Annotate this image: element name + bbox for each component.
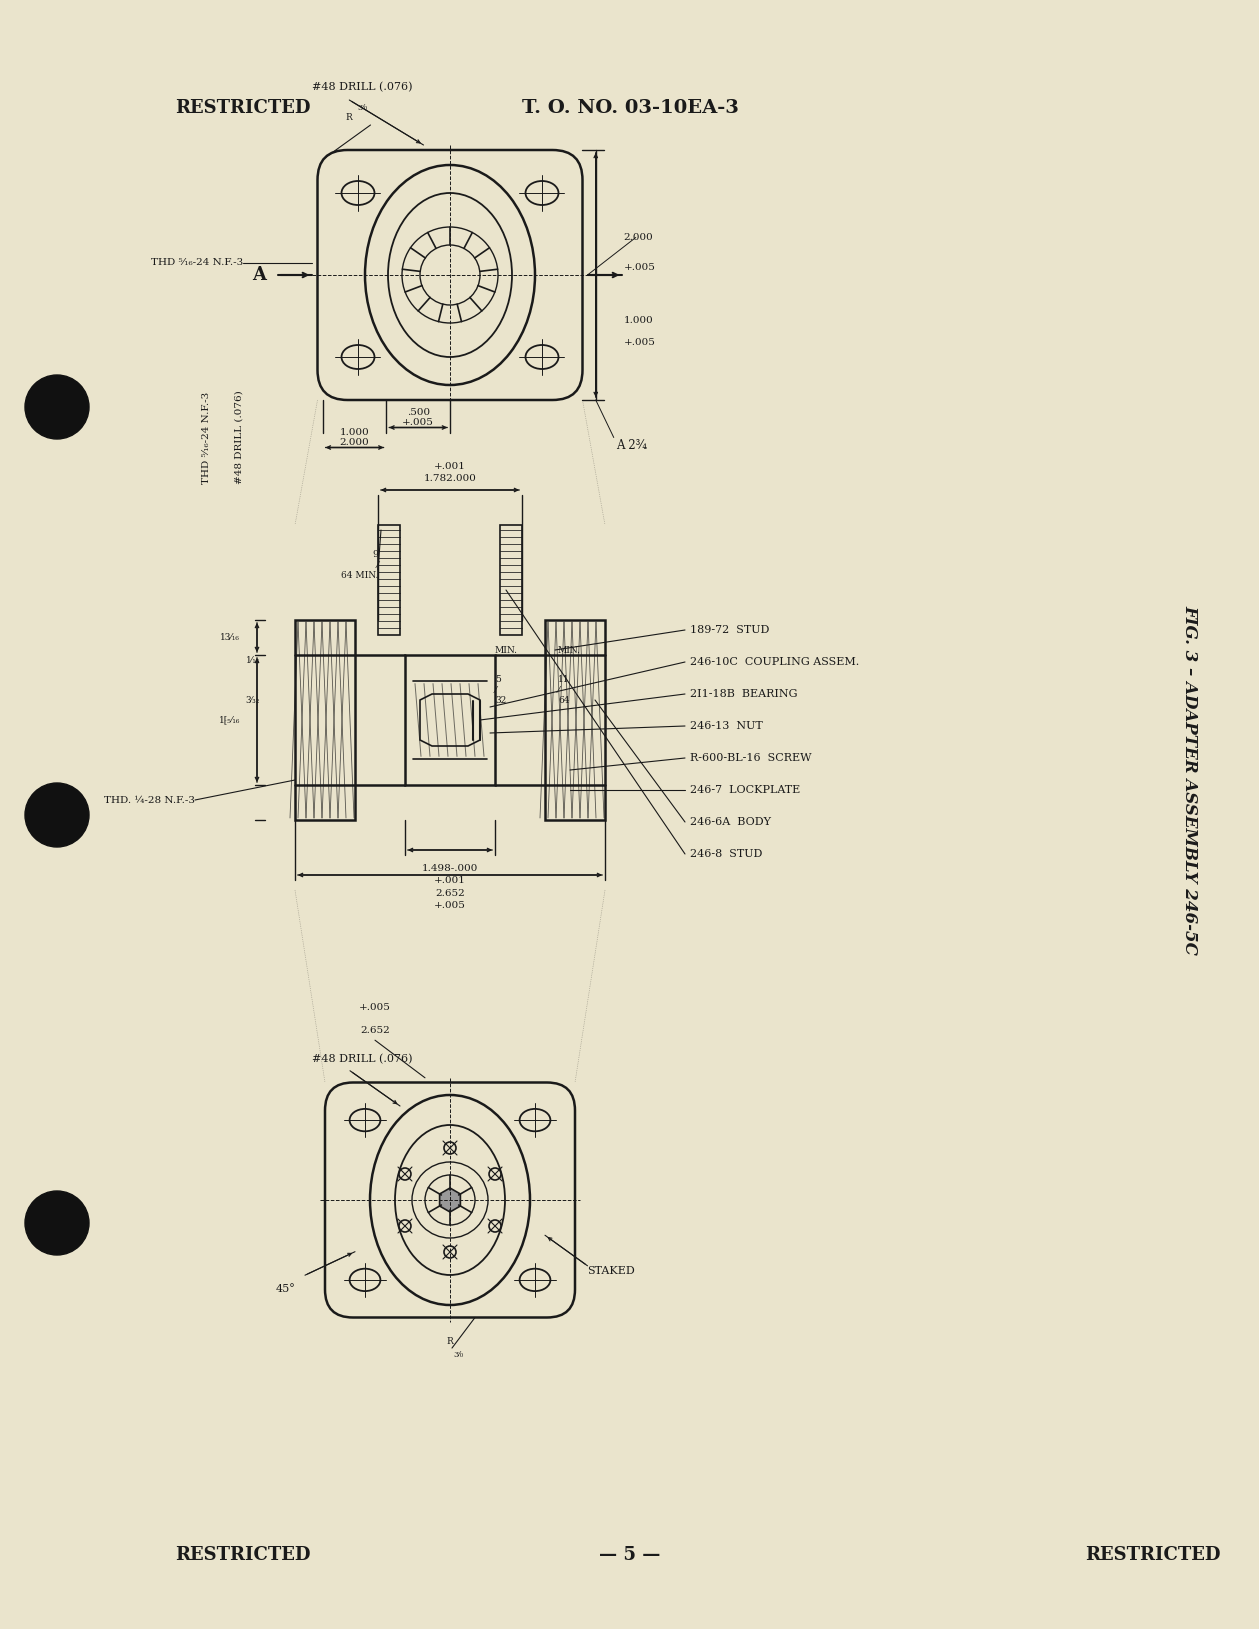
Text: STAKED: STAKED — [588, 1266, 636, 1276]
Text: 189-72  STUD: 189-72 STUD — [690, 626, 769, 635]
Text: #48 DRILL (.076): #48 DRILL (.076) — [312, 83, 413, 93]
Text: R: R — [447, 1336, 453, 1346]
Text: R: R — [346, 112, 353, 122]
Bar — [500, 525, 522, 635]
Text: A 2¾: A 2¾ — [616, 438, 647, 451]
Text: #48 DRILL (.076): #48 DRILL (.076) — [234, 391, 243, 484]
Text: 3⁄₃₂: 3⁄₃₂ — [246, 696, 261, 704]
Text: 246-10C  COUPLING ASSEM.: 246-10C COUPLING ASSEM. — [690, 656, 859, 666]
Polygon shape — [439, 1188, 461, 1212]
Text: +.005: +.005 — [623, 262, 656, 272]
Text: 2.652: 2.652 — [436, 888, 465, 898]
Text: 3⁄₀: 3⁄₀ — [453, 1350, 463, 1359]
Text: 1.498-.000: 1.498-.000 — [422, 863, 478, 873]
Text: 246-13  NUT: 246-13 NUT — [690, 722, 763, 731]
Text: R-600-BL-16  SCREW: R-600-BL-16 SCREW — [690, 753, 812, 762]
Text: 1.000
2.000: 1.000 2.000 — [340, 428, 369, 448]
Text: 1.782.000: 1.782.000 — [423, 474, 476, 482]
Text: +.005: +.005 — [623, 337, 656, 347]
Bar — [405, 655, 495, 785]
Text: 13⁄₁₆: 13⁄₁₆ — [220, 634, 240, 642]
Text: 2.652: 2.652 — [360, 1026, 390, 1036]
Text: 1.000: 1.000 — [623, 316, 653, 324]
Text: 9
⁄
64 MIN.: 9 ⁄ 64 MIN. — [341, 551, 378, 580]
Text: 1⁅₅⁄₁₆: 1⁅₅⁄₁₆ — [219, 715, 240, 725]
Text: T. O. NO. 03-10EA-3: T. O. NO. 03-10EA-3 — [521, 99, 739, 117]
Text: 2.000: 2.000 — [623, 233, 653, 243]
Text: — 5 —: — 5 — — [599, 1546, 661, 1564]
Text: RESTRICTED: RESTRICTED — [175, 99, 311, 117]
Text: FIG. 3 – ADAPTER ASSEMBLY 246-5C: FIG. 3 – ADAPTER ASSEMBLY 246-5C — [1181, 604, 1199, 955]
Bar — [295, 621, 355, 819]
Text: RESTRICTED: RESTRICTED — [175, 1546, 311, 1564]
Text: RESTRICTED: RESTRICTED — [1085, 1546, 1220, 1564]
Circle shape — [25, 784, 89, 847]
Text: +.001: +.001 — [434, 461, 466, 471]
Circle shape — [25, 1191, 89, 1254]
Text: A: A — [252, 266, 266, 283]
Text: 1⁄₁₆: 1⁄₁₆ — [246, 655, 261, 665]
Text: 2I1-18B  BEARING: 2I1-18B BEARING — [690, 689, 797, 699]
Text: THD ⁵⁄₁₆-24 N.F.-3: THD ⁵⁄₁₆-24 N.F.-3 — [151, 257, 243, 267]
Text: THD ⁵⁄₁₆-24 N.F.-3: THD ⁵⁄₁₆-24 N.F.-3 — [203, 391, 212, 484]
Text: 246-8  STUD: 246-8 STUD — [690, 849, 763, 858]
Bar — [545, 621, 606, 819]
Text: THD. ¼-28 N.F.-3: THD. ¼-28 N.F.-3 — [104, 795, 195, 805]
Text: +.001: +.001 — [434, 875, 466, 885]
Text: 11
⁄
64: 11 ⁄ 64 — [558, 674, 569, 705]
Text: MIN.: MIN. — [558, 645, 580, 655]
Text: MIN.: MIN. — [495, 645, 517, 655]
Text: 246-7  LOCKPLATE: 246-7 LOCKPLATE — [690, 785, 801, 795]
Text: #48 DRILL (.076): #48 DRILL (.076) — [312, 1054, 413, 1064]
Text: 45°: 45° — [276, 1284, 295, 1295]
Text: 5
⁄
32: 5 ⁄ 32 — [495, 674, 506, 705]
Text: +.005: +.005 — [359, 1003, 392, 1012]
Bar — [378, 525, 400, 635]
Text: 3⁄₀: 3⁄₀ — [358, 104, 368, 111]
Circle shape — [25, 375, 89, 438]
Text: 246-6A  BODY: 246-6A BODY — [690, 818, 771, 828]
Text: .500
+.005: .500 +.005 — [403, 407, 434, 427]
Text: +.005: +.005 — [434, 901, 466, 909]
